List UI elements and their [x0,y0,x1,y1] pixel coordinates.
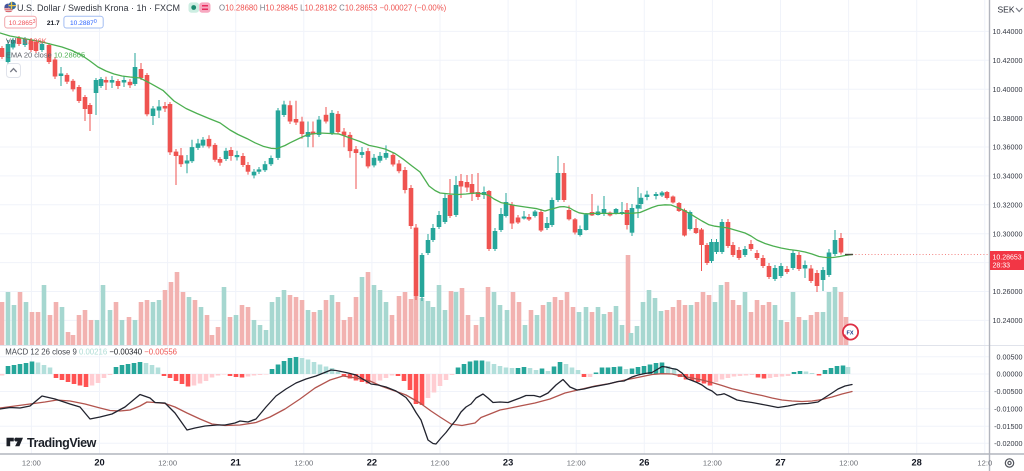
svg-text:20: 20 [94,458,104,468]
svg-text:0.00500: 0.00500 [997,352,1023,361]
svg-text:SEK: SEK [998,5,1015,15]
svg-text:U.S. Dollar / Swedish Krona ·: U.S. Dollar / Swedish Krona · 1h · FXCM [17,3,180,13]
svg-text:21.7: 21.7 [47,20,60,27]
svg-text:12:00: 12:00 [22,459,41,468]
svg-text:22: 22 [367,458,377,468]
svg-text:12:00: 12:00 [294,459,313,468]
svg-text:-0.01000: -0.01000 [994,405,1022,414]
svg-text:-0.02000: -0.02000 [994,439,1022,448]
svg-text:10.26000: 10.26000 [993,287,1023,296]
svg-text:27: 27 [775,458,785,468]
svg-text:10.28653: 10.28653 [9,19,36,27]
svg-text:12:0: 12:0 [977,459,992,468]
svg-text:-0.00500: -0.00500 [994,387,1022,396]
svg-text:-0.01500: -0.01500 [994,422,1022,431]
svg-text:Vol · 3.186K: Vol · 3.186K [6,37,47,46]
svg-text:12:00: 12:00 [567,459,586,468]
svg-text:MACD 12 26 close 9 0.00216 −0: MACD 12 26 close 9 0.00216 −0.00340 −0.0… [5,348,177,357]
svg-text:TradingView: TradingView [27,436,97,450]
svg-text:0.00000: 0.00000 [997,370,1023,379]
svg-text:23: 23 [503,458,513,468]
svg-text:10.32000: 10.32000 [993,201,1023,210]
svg-text:10.42000: 10.42000 [993,56,1023,65]
svg-text:10.38000: 10.38000 [993,114,1023,123]
svg-text:26: 26 [639,458,649,468]
svg-text:10.40000: 10.40000 [993,85,1023,94]
svg-text:10.44000: 10.44000 [993,27,1023,36]
svg-text:FX: FX [846,331,853,337]
svg-text:10.28870: 10.28870 [70,19,97,27]
svg-text:12:00: 12:00 [430,459,449,468]
svg-text:12:00: 12:00 [158,459,177,468]
svg-text:21: 21 [231,458,241,468]
svg-text:12:00: 12:00 [703,459,722,468]
svg-text:10.24000: 10.24000 [993,316,1023,325]
svg-text:28: 28 [912,458,922,468]
svg-text:10.34000: 10.34000 [993,172,1023,181]
svg-text:12:00: 12:00 [839,459,858,468]
svg-text:10.30000: 10.30000 [993,229,1023,238]
svg-text:O10.28680 H10.28845 L10.28182: O10.28680 H10.28845 L10.28182 C10.28653 … [219,3,447,12]
svg-text:10.36000: 10.36000 [993,143,1023,152]
svg-text:28:33: 28:33 [993,263,1011,270]
svg-text:10.28653: 10.28653 [993,254,1022,261]
svg-text:EMA 20 close 10.28605: EMA 20 close 10.28605 [6,51,85,60]
